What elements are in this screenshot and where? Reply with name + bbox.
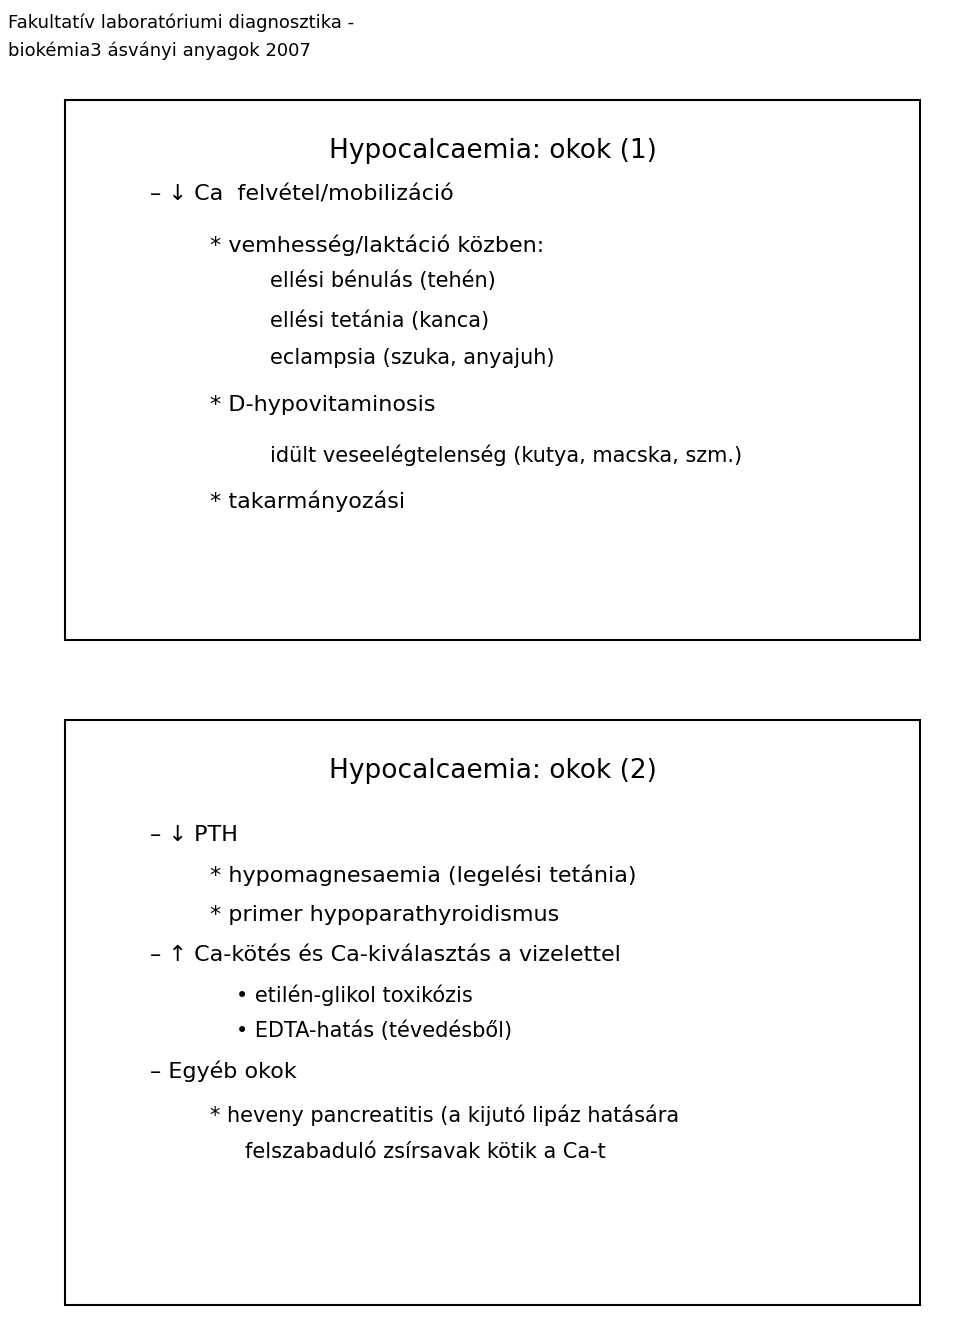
Text: ellési bénulás (tehén): ellési bénulás (tehén) — [270, 271, 496, 291]
Text: – Egyéb okok: – Egyéb okok — [151, 1060, 298, 1081]
Text: ellési tetánia (kanca): ellési tetánia (kanca) — [270, 311, 490, 331]
Text: – ↑ Ca-kötés és Ca-kiválasztás a vizelettel: – ↑ Ca-kötés és Ca-kiválasztás a vizelet… — [151, 945, 621, 965]
Text: * vemhesség/laktáció közben:: * vemhesség/laktáció közben: — [210, 235, 544, 256]
Text: idült veseelégtelenség (kutya, macska, szm.): idült veseelégtelenség (kutya, macska, s… — [270, 445, 742, 467]
Text: * takarmányozási: * takarmányozási — [210, 491, 405, 512]
Text: biokémia3 ásványi anyagok 2007: biokémia3 ásványi anyagok 2007 — [8, 43, 311, 60]
Text: * D-hypovitaminosis: * D-hypovitaminosis — [210, 395, 436, 415]
Text: – ↓ Ca  felvétel/mobilizáció: – ↓ Ca felvétel/mobilizáció — [151, 185, 454, 205]
Text: • etilén-glikol toxikózis: • etilén-glikol toxikózis — [236, 985, 472, 1006]
Text: Fakultatív laboratóriumi diagnosztika -: Fakultatív laboratóriumi diagnosztika - — [8, 15, 354, 32]
Text: Hypocalcaemia: okok (2): Hypocalcaemia: okok (2) — [328, 758, 657, 784]
Text: * hypomagnesaemia (legelési tetánia): * hypomagnesaemia (legelési tetánia) — [210, 865, 636, 886]
Text: felszabaduló zsírsavak kötik a Ca-t: felszabaduló zsírsavak kötik a Ca-t — [245, 1142, 606, 1162]
Bar — [65, 100, 920, 640]
Bar — [65, 720, 920, 1305]
Text: eclampsia (szuka, anyajuh): eclampsia (szuka, anyajuh) — [270, 348, 555, 368]
Text: * primer hypoparathyroidismus: * primer hypoparathyroidismus — [210, 905, 560, 925]
Text: – ↓ PTH: – ↓ PTH — [151, 825, 238, 845]
Text: • EDTA-hatás (tévedésből): • EDTA-hatás (tévedésből) — [236, 1020, 512, 1041]
Text: * heveny pancreatitis (a kijutó lipáz hatására: * heveny pancreatitis (a kijutó lipáz ha… — [210, 1105, 680, 1126]
Text: Hypocalcaemia: okok (1): Hypocalcaemia: okok (1) — [328, 139, 657, 164]
